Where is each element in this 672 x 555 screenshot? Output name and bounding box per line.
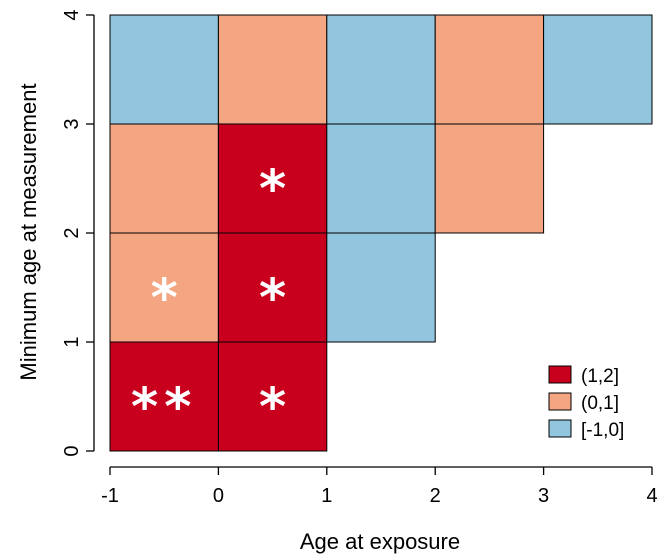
y-tick-label: 3 [61,118,83,129]
x-tick-label: 4 [646,485,657,507]
heatmap-cell [217,341,328,452]
heatmap-cell [109,14,219,125]
heatmap-cell [217,232,328,343]
significance-star: ** [131,378,197,438]
heatmap-cell [326,14,436,125]
x-tick-label: 3 [538,485,549,507]
y-tick-label: 2 [61,227,83,238]
x-tick-label: 0 [213,485,224,507]
heatmap-cell [326,232,436,343]
cells-layer [109,14,653,452]
legend-swatch [548,365,572,384]
heatmap-cell [434,123,545,234]
heatmap-cell [217,14,328,125]
stars-layer: ** ** ** [131,160,286,438]
significance-star: * [259,160,286,220]
heatmap-cell [326,123,436,234]
heatmap-cell [217,123,328,234]
x-tick-label: 2 [430,485,441,507]
axes-layer: -1 0 1 2 3 4 0 1 2 3 4 [61,9,658,507]
x-tick-label: 1 [321,485,332,507]
legend: (1,2] (0,1] [-1,0] [548,365,624,441]
significance-star: * [259,378,286,438]
legend-label: [-1,0] [581,420,624,441]
y-tick-label: 1 [61,336,83,347]
y-tick-label: 4 [61,9,83,20]
legend-swatch [548,419,572,438]
y-tick-label: 0 [61,445,83,456]
legend-swatch [548,392,572,411]
heatmap-cell [434,14,545,125]
heatmap-cell [109,123,219,234]
legend-label: (1,2] [581,366,619,387]
heatmap-cell [543,14,653,125]
x-axis-title: Age at exposure [300,529,460,554]
significance-star: * [151,269,178,329]
significance-star: * [259,269,286,329]
x-tick-label: -1 [101,485,119,507]
legend-label: (0,1] [581,393,619,414]
y-axis-title: Minimum age at measurement [16,83,41,380]
heatmap-cell [109,341,219,452]
